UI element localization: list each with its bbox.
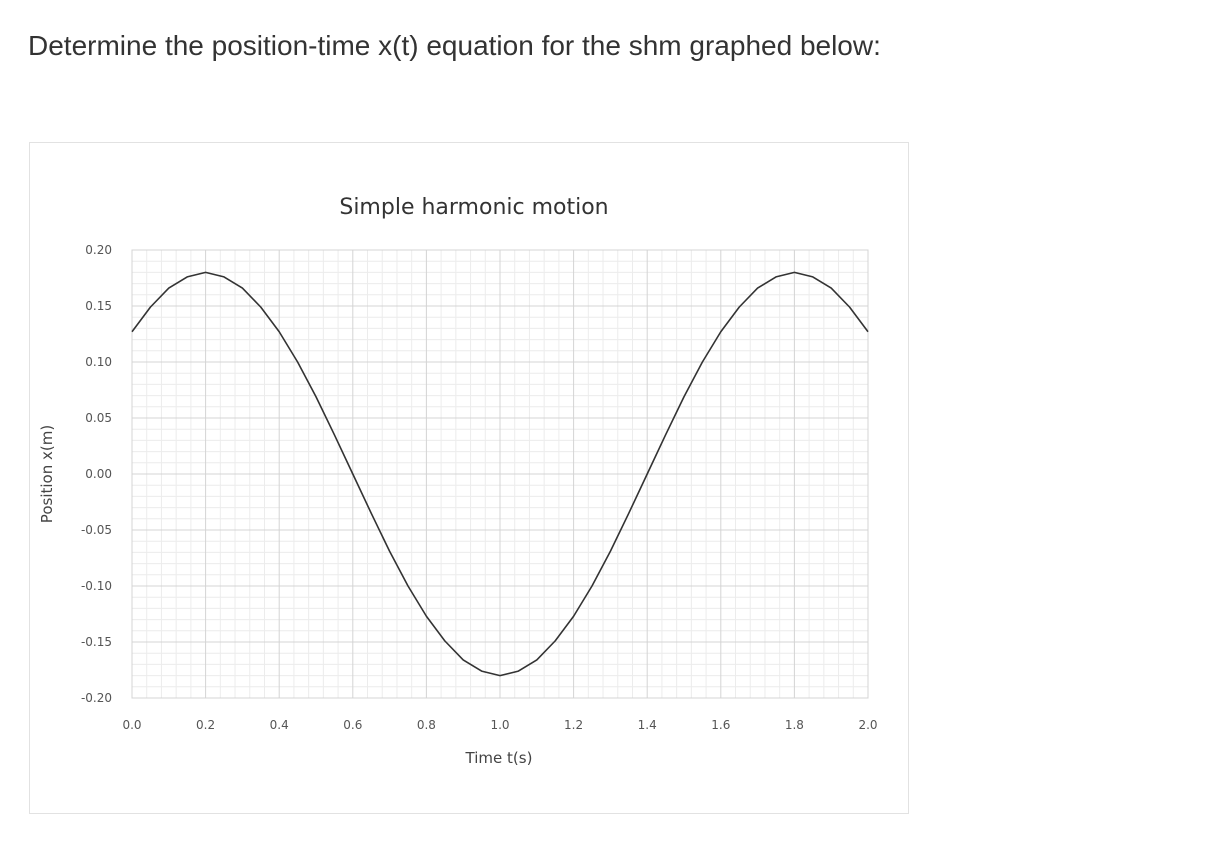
plot-border	[131, 249, 869, 699]
chart-title: Simple harmonic motion	[339, 195, 608, 220]
plot-area-border	[131, 249, 869, 699]
y-axis-label: Position x(m)	[38, 425, 56, 523]
y-tick-label: 0.20	[85, 243, 112, 257]
y-tick-label: -0.20	[81, 691, 112, 705]
x-tick-label: 1.0	[490, 718, 509, 732]
y-tick-label: -0.15	[81, 635, 112, 649]
x-tick-label: 1.6	[711, 718, 730, 732]
x-tick-label: 1.4	[638, 718, 657, 732]
x-tick-label: 0.8	[417, 718, 436, 732]
x-tick-label: 1.8	[785, 718, 804, 732]
y-tick-label: -0.05	[81, 523, 112, 537]
y-tick-label: 0.00	[85, 467, 112, 481]
y-tick-label: 0.05	[85, 411, 112, 425]
position-series-line	[131, 271, 869, 677]
series-layer	[131, 271, 869, 677]
x-tick-label: 2.0	[858, 718, 877, 732]
x-tick-labels: 0.0 0.2 0.4 0.6 0.8 1.0 1.2 1.4 1.6 1.8 2.0	[122, 718, 877, 732]
x-axis-label: Time t(s)	[465, 749, 533, 767]
x-tick-label: 0.2	[196, 718, 215, 732]
x-tick-label: 1.2	[564, 718, 583, 732]
sho-chart: 0.0 0.2 0.4 0.6 0.8 1.0 1.2 1.4 1.6 1.8 2.0 0.200.…	[38, 195, 878, 767]
x-tick-label: 0.0	[122, 718, 141, 732]
y-tick-label: -0.10	[81, 579, 112, 593]
y-tick-label: 0.10	[85, 355, 112, 369]
question-text: Determine the position-time x(t) equatio…	[28, 30, 881, 61]
x-tick-label: 0.6	[343, 718, 362, 732]
y-tick-label: 0.15	[85, 299, 112, 313]
chart-container: 0.0 0.2 0.4 0.6 0.8 1.0 1.2 1.4 1.6 1.8 2.0 0.20 0.…	[29, 142, 909, 814]
y-tick-labels: 0.20 0.15 0.10 0.05 0.00 -0.05 -0.10 -0.15 -0.20	[81, 243, 112, 705]
x-tick-label: 0.4	[270, 718, 289, 732]
